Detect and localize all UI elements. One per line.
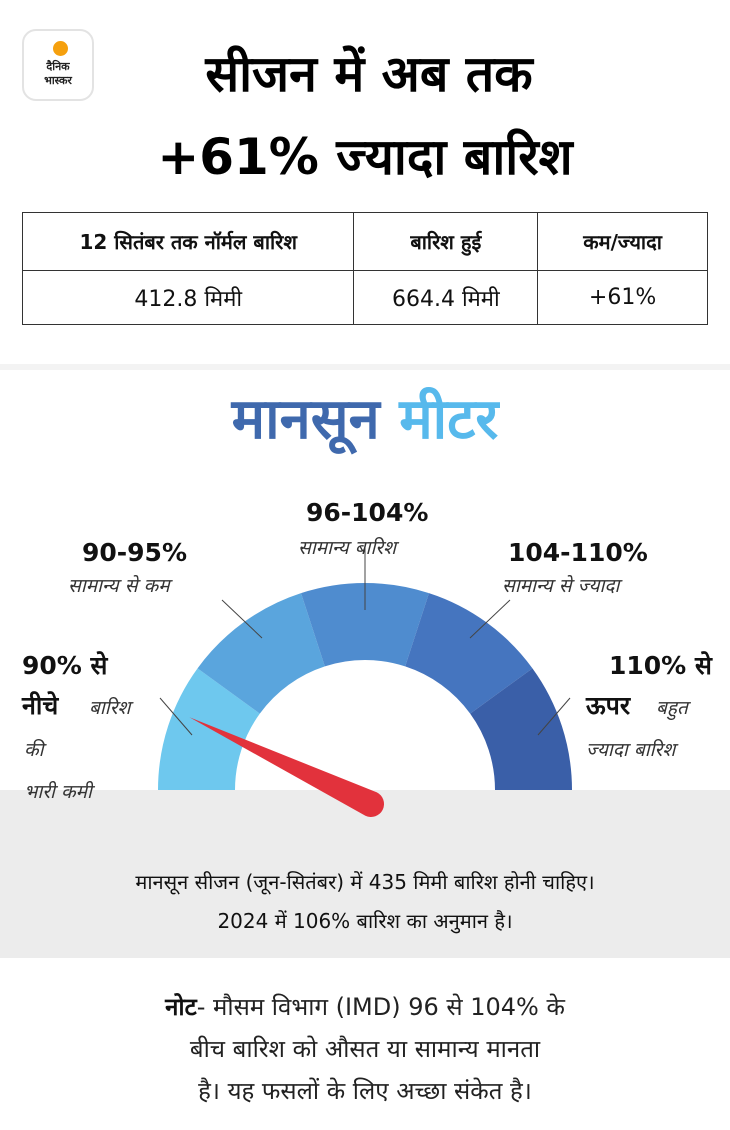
- cell-normal-rain: 412.8 मिमी: [21, 270, 355, 325]
- desc-90-95: सामान्य से कम: [68, 575, 170, 597]
- label-below-90-line1: 90% से: [22, 651, 108, 680]
- gauge-segment-below-90: [158, 668, 260, 790]
- header-rain-received: बारिश हुई: [353, 212, 539, 271]
- desc-below-90-part1: बारिश: [89, 697, 131, 719]
- gauge-leader-lines: [159, 545, 571, 736]
- label-above-110-line1: 110% से: [609, 651, 712, 680]
- rainfall-table: 12 सितंबर तक नॉर्मल बारिश बारिश हुई कम/ज…: [21, 212, 708, 325]
- desc-below-90-part2: की: [24, 739, 44, 761]
- note-text: नोट- मौसम विभाग (IMD) 96 से 104% के बीच …: [0, 986, 730, 1112]
- note-line2: बीच बारिश को औसत या सामान्य मानता: [189, 1035, 541, 1063]
- monsoon-info-text: मानसून सीजन (जून-सितंबर) में 435 मिमी बा…: [0, 830, 730, 958]
- headline-line1: सीजन में अब तक: [205, 45, 533, 103]
- info-line1: मानसून सीजन (जून-सितंबर) में 435 मिमी बा…: [135, 870, 595, 894]
- info-band: [0, 790, 730, 958]
- label-below-90-line2: नीचे: [22, 691, 59, 720]
- headline-line2: +61% ज्यादा बारिश: [157, 128, 573, 186]
- sun-icon: [53, 41, 68, 56]
- logo-text-line1: दैनिक: [46, 60, 70, 73]
- leader-line: [469, 599, 511, 639]
- leader-line: [221, 599, 263, 639]
- gauge-segment-above-110: [470, 668, 572, 790]
- gauge-needle: [189, 717, 385, 818]
- meter-title-word1: मानसून: [231, 387, 380, 452]
- label-above-110-line2: ऊपर: [586, 691, 631, 720]
- leader-line: [159, 697, 193, 736]
- logo-text-line2: भास्कर: [44, 74, 72, 87]
- table-header-row: 12 सितंबर तक नॉर्मल बारिश बारिश हुई कम/ज…: [21, 212, 708, 271]
- gauge-segment-104-110: [405, 593, 533, 714]
- leader-line: [537, 697, 571, 736]
- label-104-110: 104-110%: [508, 538, 648, 567]
- desc-below-90-part3: भारी कमी: [24, 781, 92, 803]
- cell-rain-received: 664.4 मिमी: [353, 270, 539, 325]
- monsoon-gauge: [158, 545, 572, 818]
- label-96-104: 96-104%: [306, 498, 429, 527]
- info-line2: 2024 में 106% बारिश का अनुमान है।: [217, 909, 513, 933]
- cell-deviation: +61%: [537, 270, 708, 325]
- note-line1-text: - मौसम विभाग (IMD) 96 से 104% के: [196, 993, 565, 1021]
- label-90-95: 90-95%: [82, 538, 188, 567]
- desc-above-110-part1: बहुत: [656, 697, 688, 719]
- dainik-bhaskar-logo: दैनिक भास्कर: [22, 29, 94, 101]
- note-line1: नोट- मौसम विभाग (IMD) 96 से 104% के: [0, 986, 730, 1028]
- desc-above-110-part2: ज्यादा बारिश: [586, 739, 676, 761]
- gauge-segment-96-104: [301, 583, 429, 667]
- header-normal-rain: 12 सितंबर तक नॉर्मल बारिश: [21, 212, 355, 271]
- gauge-segment-90-95: [197, 593, 325, 714]
- meter-title-word2: मीटर: [399, 387, 499, 452]
- note-label: नोट: [165, 993, 197, 1021]
- note-line3: है। यह फसलों के लिए अच्छा संकेत है।: [198, 1077, 532, 1105]
- table-row: 412.8 मिमी 664.4 मिमी +61%: [21, 270, 708, 325]
- monsoon-meter-title: मानसून मीटर: [0, 380, 730, 460]
- desc-104-110: सामान्य से ज्यादा: [502, 575, 620, 597]
- divider: [0, 364, 730, 370]
- header-deviation: कम/ज्यादा: [537, 212, 708, 271]
- gauge-segments: [158, 583, 572, 790]
- desc-96-104: सामान्य बारिश: [298, 537, 397, 559]
